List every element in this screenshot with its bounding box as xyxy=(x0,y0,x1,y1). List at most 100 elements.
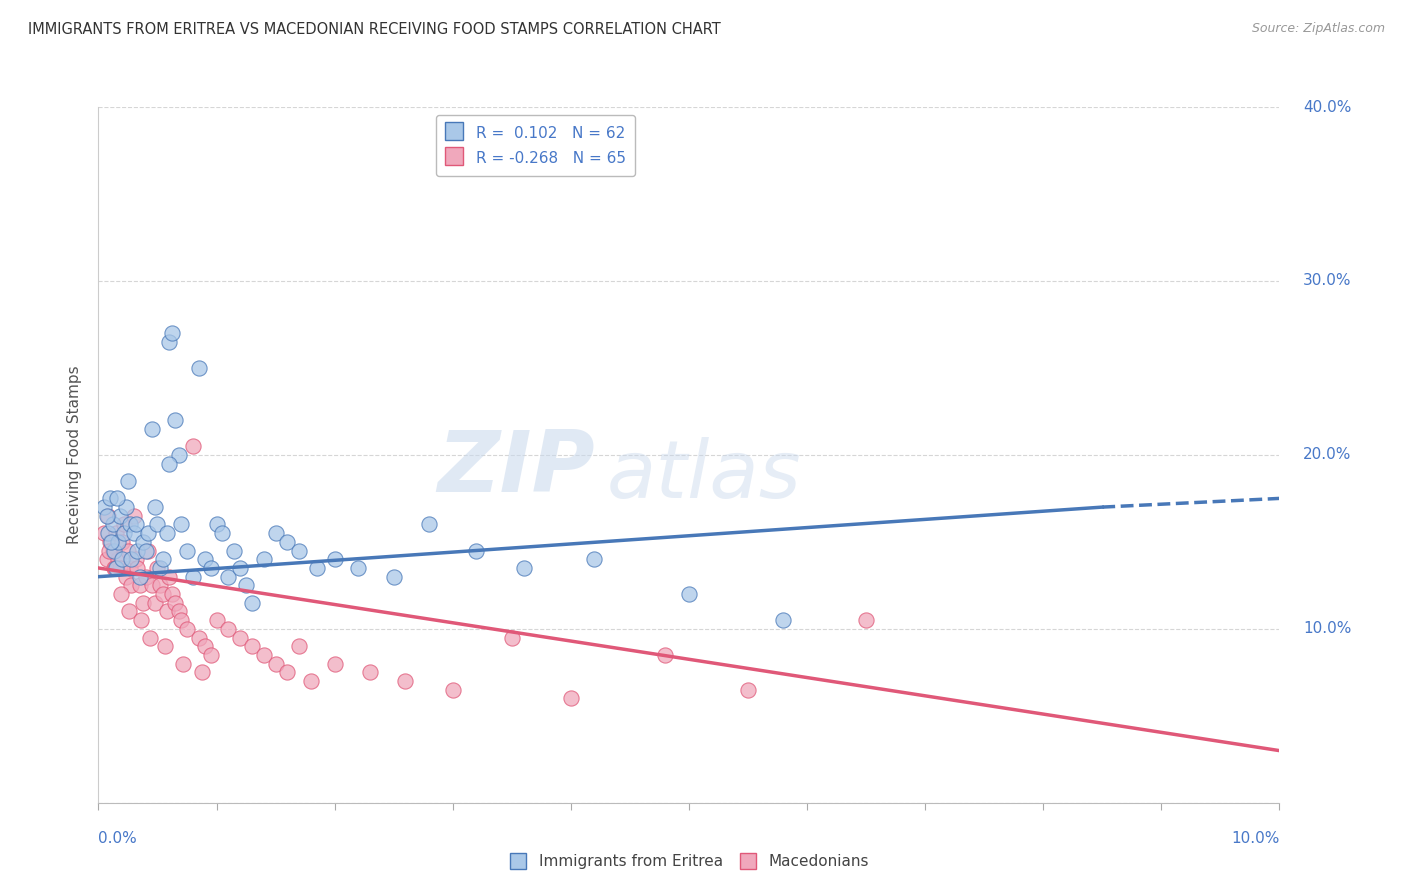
Point xyxy=(103,561,125,575)
Point xyxy=(157,570,180,584)
Point xyxy=(98,534,121,549)
Point xyxy=(127,561,149,575)
Point xyxy=(136,543,159,558)
Point xyxy=(394,674,416,689)
Text: 30.0%: 30.0% xyxy=(1303,274,1351,288)
Point xyxy=(112,526,135,541)
Text: 40.0%: 40.0% xyxy=(1303,100,1351,114)
Point xyxy=(191,665,214,680)
Point xyxy=(194,639,217,653)
Point xyxy=(235,578,257,592)
Point xyxy=(135,570,157,584)
Point xyxy=(382,570,405,584)
Point xyxy=(157,457,180,471)
Point xyxy=(305,561,328,575)
Point xyxy=(98,543,121,558)
Point xyxy=(181,570,204,584)
Point xyxy=(108,561,131,575)
Point xyxy=(229,561,252,575)
Point xyxy=(146,517,169,532)
Point xyxy=(100,534,122,549)
Point xyxy=(194,552,217,566)
Text: ZIP: ZIP xyxy=(437,427,595,510)
Point xyxy=(128,578,150,592)
Point xyxy=(323,552,346,566)
Point xyxy=(97,526,120,541)
Point xyxy=(359,665,381,680)
Point xyxy=(114,500,136,514)
Point xyxy=(205,517,228,532)
Point xyxy=(170,613,193,627)
Point xyxy=(583,552,606,566)
Point xyxy=(288,543,311,558)
Point xyxy=(122,526,145,541)
Point xyxy=(299,674,322,689)
Point xyxy=(98,491,121,506)
Point xyxy=(139,631,162,645)
Point xyxy=(156,605,179,619)
Point xyxy=(167,448,190,462)
Point xyxy=(512,561,534,575)
Point xyxy=(654,648,676,662)
Point xyxy=(118,605,141,619)
Text: IMMIGRANTS FROM ERITREA VS MACEDONIAN RECEIVING FOOD STAMPS CORRELATION CHART: IMMIGRANTS FROM ERITREA VS MACEDONIAN RE… xyxy=(28,22,721,37)
Point xyxy=(465,543,488,558)
Point xyxy=(152,552,174,566)
Point xyxy=(111,534,134,549)
Point xyxy=(187,360,209,375)
Point xyxy=(276,665,298,680)
Point xyxy=(772,613,794,627)
Point xyxy=(167,605,190,619)
Point xyxy=(121,552,143,566)
Point xyxy=(347,561,370,575)
Point xyxy=(678,587,700,601)
Legend: Immigrants from Eritrea, Macedonians: Immigrants from Eritrea, Macedonians xyxy=(502,848,876,875)
Point xyxy=(176,622,198,636)
Point xyxy=(441,682,464,697)
Point xyxy=(111,552,134,566)
Y-axis label: Receiving Food Stamps: Receiving Food Stamps xyxy=(67,366,83,544)
Point xyxy=(153,639,176,653)
Point xyxy=(96,508,118,523)
Point xyxy=(200,561,222,575)
Point xyxy=(125,552,148,566)
Point xyxy=(187,631,209,645)
Point xyxy=(96,552,118,566)
Point xyxy=(120,561,142,575)
Point xyxy=(97,508,120,523)
Point xyxy=(117,543,139,558)
Point xyxy=(172,657,194,671)
Text: 0.0%: 0.0% xyxy=(98,831,138,846)
Point xyxy=(264,657,287,671)
Point xyxy=(121,578,143,592)
Point xyxy=(240,639,263,653)
Point xyxy=(501,631,523,645)
Point xyxy=(157,334,180,349)
Point xyxy=(276,534,298,549)
Point xyxy=(205,613,228,627)
Point xyxy=(323,657,346,671)
Point xyxy=(152,587,174,601)
Point xyxy=(105,491,128,506)
Point xyxy=(156,526,179,541)
Point xyxy=(143,596,166,610)
Point xyxy=(136,526,159,541)
Point xyxy=(149,561,172,575)
Point xyxy=(132,596,155,610)
Point xyxy=(141,422,163,436)
Point xyxy=(217,622,239,636)
Point xyxy=(181,439,204,453)
Point xyxy=(114,570,136,584)
Point xyxy=(253,648,276,662)
Point xyxy=(93,526,115,541)
Point xyxy=(170,517,193,532)
Point xyxy=(141,578,163,592)
Point xyxy=(129,613,152,627)
Point xyxy=(107,552,129,566)
Point xyxy=(105,561,128,575)
Point xyxy=(135,543,157,558)
Point xyxy=(855,613,877,627)
Point xyxy=(165,596,187,610)
Point xyxy=(149,578,172,592)
Text: Source: ZipAtlas.com: Source: ZipAtlas.com xyxy=(1251,22,1385,36)
